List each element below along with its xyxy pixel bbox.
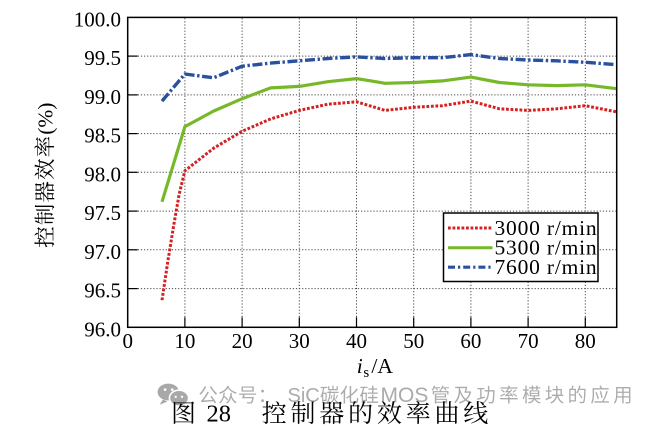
svg-text:96.0: 96.0 — [84, 317, 121, 341]
svg-text:100.0: 100.0 — [74, 7, 121, 31]
svg-text:97.0: 97.0 — [84, 240, 121, 264]
svg-text:70: 70 — [518, 329, 539, 353]
svg-text:99.5: 99.5 — [84, 46, 121, 70]
svg-text:0: 0 — [122, 329, 133, 353]
svg-text:60: 60 — [460, 329, 481, 353]
svg-text:30: 30 — [289, 329, 310, 353]
svg-text:28: 28 — [207, 400, 232, 427]
svg-text:98.5: 98.5 — [84, 124, 121, 148]
svg-text:5300 r/min: 5300 r/min — [495, 236, 598, 260]
svg-text:3000 r/min: 3000 r/min — [495, 216, 598, 240]
svg-text:99.0: 99.0 — [84, 85, 121, 109]
svg-text:MOS: MOS — [381, 384, 429, 407]
svg-text:80: 80 — [575, 329, 596, 353]
svg-text:98.0: 98.0 — [84, 162, 121, 186]
svg-text:50: 50 — [403, 329, 424, 353]
svg-text:i: i — [357, 354, 363, 378]
svg-text:10: 10 — [174, 329, 195, 353]
svg-text:/A: /A — [371, 354, 393, 378]
svg-text:40: 40 — [346, 329, 367, 353]
svg-text:s: s — [363, 365, 369, 381]
svg-text:20: 20 — [232, 329, 253, 353]
svg-text:SiC: SiC — [288, 385, 320, 407]
svg-text:7600 r/min: 7600 r/min — [495, 255, 598, 279]
svg-text:97.5: 97.5 — [84, 201, 121, 225]
svg-text:96.5: 96.5 — [84, 279, 121, 303]
svg-text:(%): (%) — [34, 103, 58, 135]
